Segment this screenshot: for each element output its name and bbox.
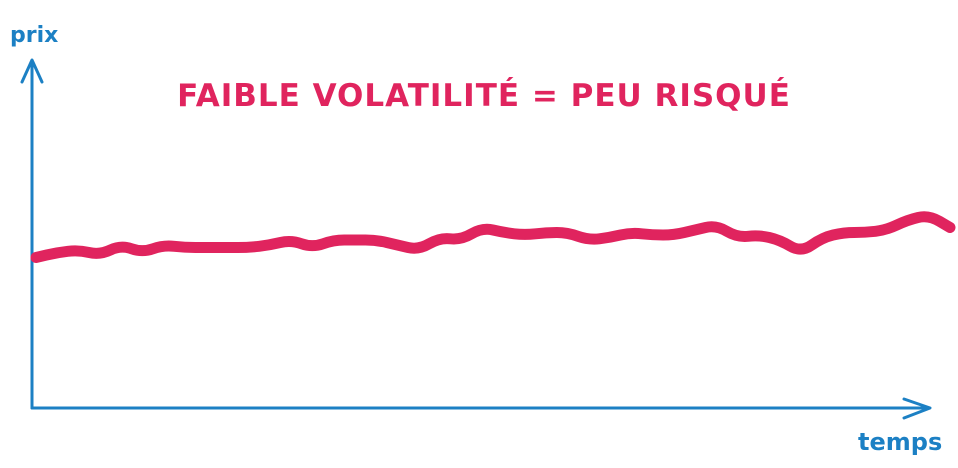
x-axis-label: temps <box>858 428 942 456</box>
y-axis-arrowhead <box>20 58 44 84</box>
axes <box>20 58 932 420</box>
chart-title: FAIBLE VOLATILITÉ = PEU RISQUÉ <box>177 78 791 114</box>
y-axis-label: prix <box>10 23 58 48</box>
x-axis-arrowhead <box>902 397 932 420</box>
price-line <box>30 211 956 263</box>
